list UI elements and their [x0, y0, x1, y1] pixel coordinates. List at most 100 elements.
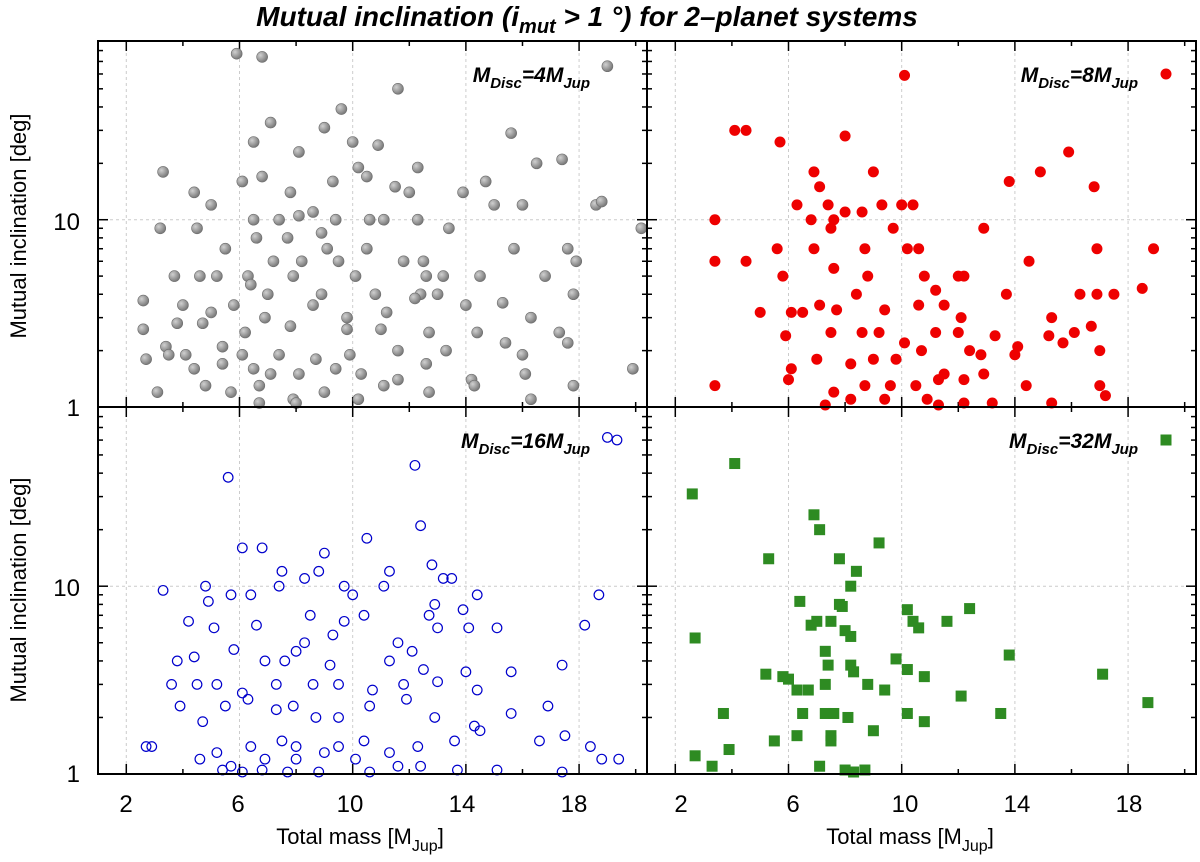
data-point: [899, 69, 911, 81]
data-point: [352, 161, 365, 174]
data-point: [808, 166, 820, 178]
data-point: [496, 297, 509, 309]
data-point: [1142, 697, 1154, 709]
data-point: [154, 222, 167, 235]
data-point: [222, 471, 234, 483]
data-point: [384, 747, 395, 759]
data-point: [389, 180, 401, 193]
data-point: [814, 181, 826, 193]
data-point: [831, 304, 843, 316]
data-point: [474, 270, 486, 282]
data-point: [335, 103, 348, 115]
data-point: [216, 358, 229, 370]
data-point: [432, 622, 443, 634]
data-point: [295, 255, 308, 268]
data-point: [1046, 312, 1058, 324]
data-point: [375, 323, 387, 336]
data-point: [261, 288, 274, 301]
data-point: [593, 589, 605, 601]
data-point: [613, 753, 625, 765]
data-point: [525, 311, 537, 324]
data-point: [958, 270, 970, 282]
data-point: [361, 170, 373, 183]
data-point: [519, 368, 532, 380]
data-point: [1088, 181, 1100, 193]
data-point: [516, 348, 529, 361]
x-axis-label-left: Total mass [MJup]: [276, 824, 444, 855]
data-point: [1099, 390, 1111, 402]
data-point: [409, 459, 421, 471]
data-point: [253, 379, 266, 392]
data-point: [964, 603, 976, 615]
data-point: [850, 565, 862, 577]
data-point: [313, 565, 325, 577]
data-point: [392, 373, 404, 386]
data-point: [559, 730, 571, 742]
data-point: [975, 349, 987, 361]
data-point: [299, 637, 310, 649]
data-point: [329, 362, 342, 375]
data-point: [964, 345, 976, 357]
data-point: [397, 255, 410, 268]
data-point: [199, 379, 212, 392]
data-point: [378, 379, 390, 392]
data-point: [918, 270, 930, 282]
data-point: [412, 741, 424, 752]
data-point: [479, 175, 492, 188]
data-point: [808, 243, 820, 255]
data-point: [805, 619, 817, 631]
data-point: [516, 199, 529, 211]
data-point: [420, 270, 433, 282]
data-point: [361, 532, 373, 544]
data-point: [378, 580, 390, 592]
data-point: [709, 380, 721, 392]
data-point: [287, 270, 300, 282]
data-point: [508, 242, 520, 255]
data-point: [828, 707, 840, 719]
data-point: [763, 553, 775, 565]
data-point: [595, 195, 608, 208]
data-point: [567, 379, 580, 392]
data-point: [689, 750, 701, 762]
data-point: [839, 625, 851, 637]
data-point: [867, 166, 879, 178]
data-point: [1094, 380, 1106, 392]
data-point: [525, 393, 537, 406]
data-point: [1034, 166, 1046, 178]
data-point: [530, 157, 543, 170]
data-point: [449, 735, 460, 747]
data-point: [333, 741, 344, 752]
data-point: [290, 753, 302, 765]
data-point: [901, 243, 913, 255]
data-point: [318, 747, 330, 759]
data-point: [137, 323, 150, 336]
data-point: [1085, 320, 1097, 332]
data-point: [901, 604, 913, 616]
legend-marker: [1160, 68, 1172, 80]
data-point: [879, 304, 891, 316]
data-point: [384, 565, 395, 577]
panel-top-right: [647, 40, 1196, 411]
y-tick-label: 1: [67, 761, 80, 788]
data-point: [358, 609, 370, 621]
data-point: [168, 270, 181, 282]
data-point: [406, 645, 418, 657]
data-point: [782, 673, 794, 685]
data-point: [913, 622, 925, 634]
data-point: [862, 270, 874, 282]
data-point: [429, 712, 441, 723]
y-tick-label: 1: [67, 395, 80, 422]
data-point: [378, 213, 390, 226]
data-point: [304, 609, 316, 621]
data-point: [901, 664, 913, 676]
data-point: [329, 213, 342, 226]
data-point: [848, 666, 860, 678]
data-point: [230, 47, 243, 60]
data-point: [384, 655, 395, 667]
data-point: [324, 659, 336, 671]
x-tick-label: 10: [892, 791, 919, 818]
data-point: [797, 707, 809, 719]
data-point: [423, 609, 435, 621]
data-point: [338, 615, 350, 627]
